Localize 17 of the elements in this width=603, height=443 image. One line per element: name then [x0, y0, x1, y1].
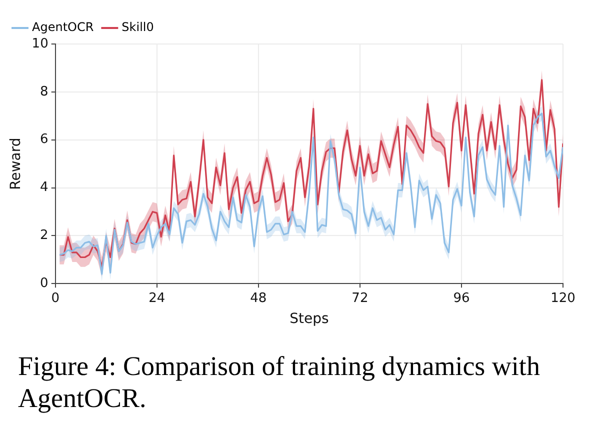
y-tick-label: 6: [40, 132, 48, 148]
y-tick-label: 10: [32, 36, 48, 52]
x-tick-label: 72: [352, 290, 368, 306]
legend-label: Skill0: [122, 20, 154, 34]
x-tick-label: 0: [51, 290, 60, 306]
x-tick-label: 120: [550, 290, 576, 306]
y-axis-title: Reward: [8, 138, 24, 190]
y-tick-label: 4: [40, 180, 48, 196]
caption: Figure 4: Comparison of training dynamics with AgentOCR.: [17, 350, 541, 414]
y-tick-label: 8: [40, 84, 48, 100]
x-tick-label: 24: [148, 290, 166, 306]
x-tick-label: 96: [453, 290, 470, 306]
legend-label: AgentOCR: [32, 20, 94, 34]
y-tick-label: 0: [40, 276, 48, 291]
y-tick-label: 2: [40, 228, 48, 244]
x-tick-label: 48: [250, 290, 267, 306]
x-axis-title: Steps: [290, 311, 329, 328]
